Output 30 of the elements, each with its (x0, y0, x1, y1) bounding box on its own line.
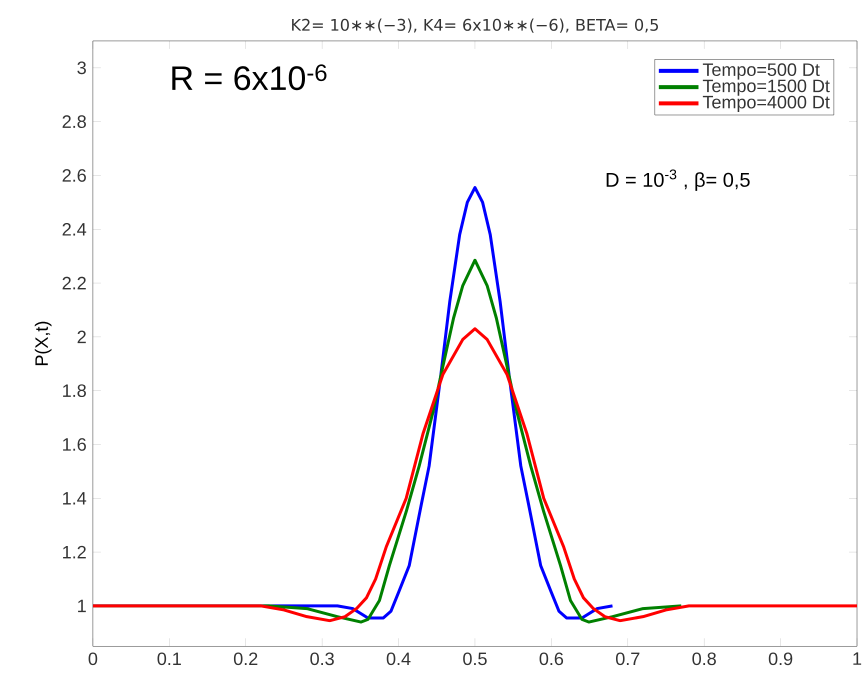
legend-label: Tempo=1500 Dt (702, 79, 830, 96)
x-tick-label: 0.4 (386, 652, 411, 666)
annotation: R = 6x10$^{-6}$ (172, 64, 326, 90)
chart-title: K2= 10∗∗(−3), K4= 6x10∗∗(−6), BETA= 0,5 (292, 18, 658, 33)
line-series (92, 327, 858, 622)
legend-label: Tempo=500 Dt (702, 63, 820, 80)
x-tick-label: 0.5 (463, 652, 487, 666)
y-tick-label: 1.2 (63, 546, 86, 558)
x-tick-label: 0 (88, 652, 98, 666)
x-tick-label: 0.2 (234, 652, 258, 666)
y-tick-label: 1.6 (63, 438, 86, 451)
y-tick-label: 1.4 (63, 492, 86, 504)
y-tick-label: 2.8 (62, 115, 86, 128)
y-tick-label: 2 (78, 330, 86, 344)
y-tick-label: 2.6 (62, 169, 86, 182)
x-tick-label: 0.9 (768, 652, 792, 666)
y-tick-label: 2.2 (62, 276, 86, 290)
x-tick-label: 0.1 (158, 652, 181, 666)
y-tick-label: 3 (77, 61, 86, 74)
y-tick-label: 2.4 (62, 222, 86, 236)
x-tick-label: 0.3 (310, 652, 334, 666)
legend-label: Tempo=4000 Dt (702, 96, 830, 112)
x-tick-label: 0.8 (692, 652, 716, 666)
annotation: D = 10$^{-3}$ , β= 0,5 (606, 169, 750, 191)
x-tick-label: 0.7 (616, 652, 640, 666)
y-tick-label: 1.8 (63, 384, 86, 397)
y-axis-title: P(X,t) (34, 322, 52, 365)
x-tick-label: 0.6 (540, 652, 564, 666)
x-tick-label: 1 (853, 652, 862, 665)
y-tick-label: 1 (78, 600, 86, 612)
